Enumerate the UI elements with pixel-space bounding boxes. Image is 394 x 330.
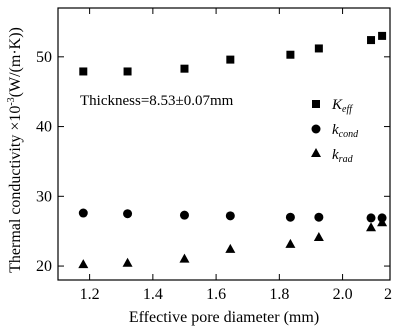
keff-point bbox=[79, 67, 88, 76]
legend-square-marker bbox=[312, 100, 320, 108]
krad-point bbox=[377, 217, 388, 227]
legend-krad-sub: rad bbox=[339, 154, 354, 165]
keff-point bbox=[367, 36, 376, 45]
x-tick-label: 1.6 bbox=[206, 286, 226, 303]
kcond-point bbox=[366, 213, 376, 223]
keff-point bbox=[286, 50, 295, 59]
y-tick-label: 40 bbox=[36, 119, 52, 136]
y-tick-label: 30 bbox=[36, 188, 52, 205]
krad-point bbox=[78, 259, 89, 269]
legend-keff-main: K bbox=[331, 97, 343, 113]
x-tick-label: 2.0 bbox=[333, 286, 353, 303]
krad-point bbox=[122, 257, 133, 267]
legend-krad-main: k bbox=[332, 147, 339, 163]
legend: Keff kcond krad bbox=[311, 97, 359, 165]
kcond-point bbox=[78, 208, 88, 218]
keff-point bbox=[226, 55, 235, 64]
y-tick-label: 20 bbox=[36, 258, 52, 275]
y-axis-title-unit: (W/(m·K)) bbox=[7, 27, 24, 97]
krad-point bbox=[366, 222, 377, 232]
krad-point bbox=[225, 243, 236, 253]
axis-ticks: 1.2 1.4 1.6 1.8 2.0 2 20 30 40 50 bbox=[36, 8, 392, 303]
thickness-annotation: Thickness=8.53±0.07mm bbox=[80, 93, 234, 109]
x-tick-label: 1.8 bbox=[269, 286, 289, 303]
kcond-point bbox=[225, 211, 235, 221]
kcond-point bbox=[123, 209, 133, 219]
data-marks bbox=[78, 31, 388, 269]
krad-point bbox=[179, 253, 190, 263]
y-axis-title-main: Thermal conductivity ×10 bbox=[7, 106, 24, 273]
x-tick-label: 1.4 bbox=[143, 286, 163, 303]
legend-keff-sub: eff bbox=[342, 104, 353, 115]
legend-label-kcond: kcond bbox=[332, 122, 359, 140]
keff-point bbox=[314, 44, 323, 53]
legend-triangle-marker bbox=[311, 148, 321, 157]
y-axis-title: Thermal conductivity ×10-3(W/(m·K)) bbox=[6, 27, 24, 273]
plot-frame bbox=[57, 7, 391, 281]
x-tick-label: 2 bbox=[384, 286, 392, 303]
kcond-point bbox=[179, 210, 189, 220]
keff-point bbox=[180, 64, 189, 73]
y-axis-title-exponent: -3 bbox=[6, 97, 17, 105]
keff-point bbox=[123, 67, 132, 76]
y-tick-label: 50 bbox=[36, 49, 52, 66]
legend-label-krad: krad bbox=[332, 147, 354, 165]
kcond-point bbox=[285, 212, 295, 222]
kcond-point bbox=[314, 212, 324, 222]
x-axis-title: Effective pore diameter (mm) bbox=[129, 309, 319, 326]
legend-kcond-main: k bbox=[332, 122, 339, 138]
legend-kcond-sub: cond bbox=[339, 129, 359, 140]
keff-point bbox=[378, 31, 387, 40]
krad-point bbox=[313, 231, 324, 241]
krad-point bbox=[285, 238, 296, 248]
legend-circle-marker bbox=[311, 124, 321, 134]
legend-label-keff: Keff bbox=[331, 97, 353, 115]
x-tick-label: 1.2 bbox=[80, 286, 100, 303]
